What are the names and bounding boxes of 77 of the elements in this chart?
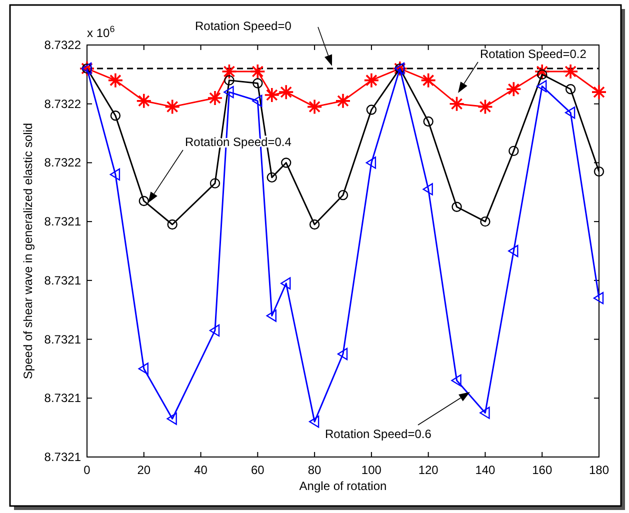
point <box>451 374 462 387</box>
point <box>308 416 320 428</box>
y-tick-label: 8.7321 <box>44 332 82 346</box>
y-tick-label: 8.7322 <box>44 156 82 170</box>
y-tick-label: 8.7321 <box>44 391 82 406</box>
point <box>280 277 291 290</box>
point <box>224 86 234 98</box>
y-tick-label: 8.7322 <box>44 38 82 52</box>
point <box>306 98 322 115</box>
point <box>480 406 490 419</box>
point <box>266 172 277 183</box>
y-tick-label: 8.7321 <box>44 450 82 464</box>
x-tick-label: 80 <box>308 463 322 477</box>
point <box>562 64 578 80</box>
x-tick-label: 100 <box>361 463 382 477</box>
point <box>335 93 351 109</box>
point <box>448 96 465 112</box>
point <box>136 93 152 109</box>
point <box>138 362 148 375</box>
point <box>593 292 604 304</box>
point <box>221 64 238 80</box>
point <box>591 84 607 100</box>
x-tick-label: 40 <box>194 463 208 477</box>
point <box>209 324 220 337</box>
point <box>392 60 408 76</box>
point <box>309 219 320 230</box>
point <box>536 80 547 92</box>
text: Rotation Speed=0 <box>195 19 292 33</box>
point <box>224 75 234 86</box>
point <box>422 183 433 196</box>
point <box>266 310 276 322</box>
point <box>110 110 121 121</box>
point <box>366 104 377 115</box>
point <box>594 166 604 177</box>
point <box>366 156 376 169</box>
point <box>281 158 292 168</box>
point <box>110 168 120 181</box>
point <box>338 190 348 200</box>
point <box>167 219 178 230</box>
point <box>508 244 518 258</box>
point <box>210 178 220 188</box>
y-axis-title: Speed of shear wave in generalized elastic solid <box>21 122 35 380</box>
text: x 10$^{6}$ <box>87 24 115 40</box>
annotation: Rotation Speed=0.6 <box>325 427 432 441</box>
point <box>164 98 180 115</box>
point <box>564 106 576 119</box>
x-tick-label: 160 <box>532 463 552 477</box>
x-tick-label: 180 <box>588 463 610 477</box>
point <box>252 78 263 88</box>
x-tick-label: 120 <box>418 463 439 477</box>
point <box>537 69 548 80</box>
x-tick-label: 140 <box>475 463 496 477</box>
x-tick-label: 0 <box>84 463 91 477</box>
point <box>534 64 550 80</box>
point <box>250 64 266 80</box>
point <box>452 202 462 212</box>
annotation: Rotation Speed=0.2 <box>480 47 587 61</box>
x-axis-title: Angle of rotation <box>299 479 387 493</box>
y-tick-label: 8.7322 <box>44 96 82 111</box>
y-tick-label: 8.7321 <box>44 214 82 229</box>
point <box>480 216 490 227</box>
point <box>364 72 380 88</box>
point <box>166 412 177 425</box>
point <box>565 84 576 94</box>
point <box>423 116 434 127</box>
y-tick-label: 8.7321 <box>44 273 82 288</box>
point <box>207 90 223 106</box>
x-tick-label: 60 <box>250 463 265 477</box>
point <box>138 196 149 206</box>
point <box>477 98 494 115</box>
x-tick-label: 20 <box>137 463 151 477</box>
point <box>508 146 519 156</box>
point <box>252 94 262 108</box>
point <box>337 348 348 360</box>
point <box>506 81 522 98</box>
point <box>108 72 124 88</box>
point <box>420 72 436 88</box>
